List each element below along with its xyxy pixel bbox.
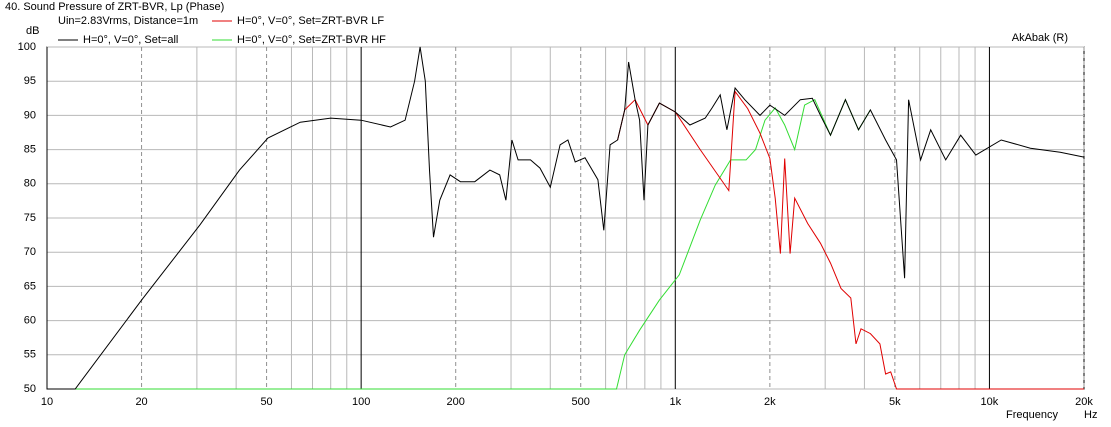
- legend-label: H=0°, V=0°, Set=ZRT-BVR HF: [237, 34, 386, 46]
- x-axis-unit: Hz: [1084, 409, 1097, 421]
- series-line: [47, 98, 871, 390]
- chart-title: 40. Sound Pressure of ZRT-BVR, Lp (Phase…: [5, 1, 224, 13]
- legend: H=0°, V=0°, Set=all H=0°, V=0°, Set=ZRT-B…: [58, 15, 386, 46]
- x-tick-label: 1k: [669, 396, 681, 408]
- x-tick-label: 5k: [889, 396, 901, 408]
- x-tick-label: 10: [41, 396, 53, 408]
- y-tick-label: 100: [18, 41, 36, 53]
- series-line: [47, 46, 1085, 390]
- x-tick-label: 50: [260, 396, 272, 408]
- x-tick-label: 500: [572, 396, 590, 408]
- y-tick-label: 55: [24, 349, 36, 361]
- x-tick-label: 100: [352, 396, 370, 408]
- x-tick-label: 20k: [1075, 396, 1093, 408]
- y-tick-label: 95: [24, 75, 36, 87]
- x-tick-label: 10k: [981, 396, 999, 408]
- y-tick-label: 80: [24, 178, 36, 190]
- y-tick-label: 85: [24, 144, 36, 156]
- series-lines: [47, 46, 1085, 390]
- y-tick-label: 65: [24, 280, 36, 292]
- y-tick-label: 60: [24, 315, 36, 327]
- x-tick-label: 200: [447, 396, 465, 408]
- legend-label: H=0°, V=0°, Set=all: [83, 34, 178, 46]
- y-tick-label: 50: [24, 383, 36, 395]
- x-tick-label: 20: [135, 396, 147, 408]
- legend-label: H=0°, V=0°, Set=ZRT-BVR LF: [237, 15, 384, 27]
- y-tick-label: 90: [24, 109, 36, 121]
- y-tick-label: 70: [24, 246, 36, 258]
- subtitle: Uin=2.83Vrms, Distance=1m: [58, 15, 198, 27]
- x-axis-label: Frequency: [1006, 409, 1058, 421]
- annotation: AkAbak (R): [1012, 32, 1068, 44]
- y-tick-label: 75: [24, 212, 36, 224]
- y-axis-label: dB: [26, 25, 39, 37]
- x-tick-label: 2k: [764, 396, 776, 408]
